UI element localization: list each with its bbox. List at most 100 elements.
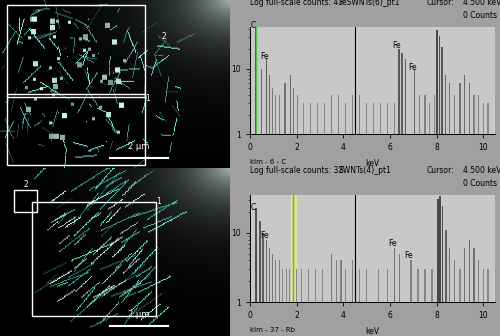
Bar — [301, 269, 302, 302]
Text: Fe: Fe — [260, 230, 268, 240]
Bar — [315, 269, 316, 302]
Text: Fe: Fe — [388, 239, 396, 248]
Text: 4.500 keV: 4.500 keV — [463, 166, 500, 175]
Bar — [445, 75, 446, 134]
Bar — [387, 103, 388, 134]
Text: 1: 1 — [156, 197, 161, 206]
Bar — [345, 103, 346, 134]
Bar — [261, 69, 262, 134]
Text: 1: 1 — [145, 94, 150, 103]
Bar — [469, 83, 470, 134]
Bar — [449, 83, 450, 134]
Bar — [464, 75, 465, 134]
Text: keV: keV — [366, 159, 380, 168]
Text: 2 μm: 2 μm — [128, 142, 150, 151]
Bar — [359, 95, 360, 134]
Bar — [483, 103, 484, 134]
Text: 2 μm: 2 μm — [128, 310, 150, 319]
Bar — [266, 59, 268, 134]
Bar — [424, 95, 426, 134]
Bar — [345, 269, 346, 302]
Bar — [469, 240, 470, 302]
Bar — [424, 269, 426, 302]
Bar — [338, 95, 339, 134]
Text: SWNTs(4)_pt1: SWNTs(4)_pt1 — [338, 166, 391, 175]
Bar — [434, 95, 435, 134]
Bar — [410, 260, 412, 302]
Bar — [454, 95, 455, 134]
Bar — [366, 103, 367, 134]
Bar — [297, 95, 298, 134]
Text: Log full-scale counts: 43: Log full-scale counts: 43 — [250, 0, 343, 7]
Bar — [418, 95, 420, 134]
Bar — [436, 30, 438, 134]
Bar — [7, 5, 145, 97]
Bar — [449, 248, 450, 302]
Bar — [394, 248, 395, 302]
Bar — [262, 233, 264, 302]
Bar — [441, 47, 442, 134]
Text: 4.500 keV: 4.500 keV — [463, 0, 500, 7]
Text: klm - 6 - C: klm - 6 - C — [250, 159, 286, 165]
Bar — [296, 269, 297, 302]
Text: Fe: Fe — [404, 251, 413, 260]
Bar — [278, 260, 280, 302]
Bar — [256, 28, 257, 134]
Text: C: C — [250, 22, 256, 31]
Bar — [402, 53, 403, 134]
Text: Cursor:: Cursor: — [426, 0, 454, 7]
Bar — [324, 103, 325, 134]
Text: Fe: Fe — [408, 62, 416, 72]
Bar — [289, 269, 290, 302]
Bar — [414, 69, 415, 134]
Bar — [266, 240, 268, 302]
Bar — [398, 49, 400, 134]
Bar — [275, 260, 276, 302]
Bar — [387, 269, 388, 302]
Text: keV: keV — [366, 327, 380, 336]
Bar — [286, 269, 287, 302]
Bar — [259, 220, 260, 302]
Bar — [317, 103, 318, 134]
Bar — [478, 95, 479, 134]
Bar — [310, 103, 311, 134]
Bar — [373, 103, 374, 134]
Bar — [269, 248, 270, 302]
Text: 2: 2 — [23, 180, 28, 189]
Bar — [336, 260, 337, 302]
Text: 0 Counts: 0 Counts — [463, 179, 497, 188]
Bar — [331, 254, 332, 302]
Bar — [378, 269, 379, 302]
Bar — [275, 95, 276, 134]
Text: Fe: Fe — [392, 41, 401, 50]
Text: C: C — [250, 203, 256, 212]
Text: 0 Counts: 0 Counts — [463, 11, 497, 20]
Bar — [256, 208, 257, 302]
Bar — [437, 199, 438, 302]
Bar — [291, 195, 296, 302]
Bar — [269, 75, 270, 134]
Text: FeSWNTs(6)_pt1: FeSWNTs(6)_pt1 — [338, 0, 400, 7]
Bar — [483, 269, 484, 302]
Bar — [399, 254, 400, 302]
Text: 2: 2 — [161, 33, 166, 41]
Bar — [394, 103, 395, 134]
Bar — [272, 88, 273, 134]
Bar — [32, 202, 156, 316]
Bar — [454, 260, 455, 302]
Bar — [464, 248, 465, 302]
Bar — [440, 196, 441, 302]
Bar — [366, 269, 367, 302]
Text: klm - 37 - Rb: klm - 37 - Rb — [250, 327, 295, 333]
Bar — [284, 83, 286, 134]
Bar — [405, 59, 406, 134]
Bar — [359, 269, 360, 302]
Bar — [282, 269, 283, 302]
Bar — [303, 103, 304, 134]
Bar — [380, 103, 382, 134]
Text: Log full-scale counts: 32: Log full-scale counts: 32 — [250, 166, 343, 175]
Bar — [352, 95, 353, 134]
Bar — [272, 254, 273, 302]
Bar — [429, 103, 430, 134]
Bar — [308, 269, 309, 302]
